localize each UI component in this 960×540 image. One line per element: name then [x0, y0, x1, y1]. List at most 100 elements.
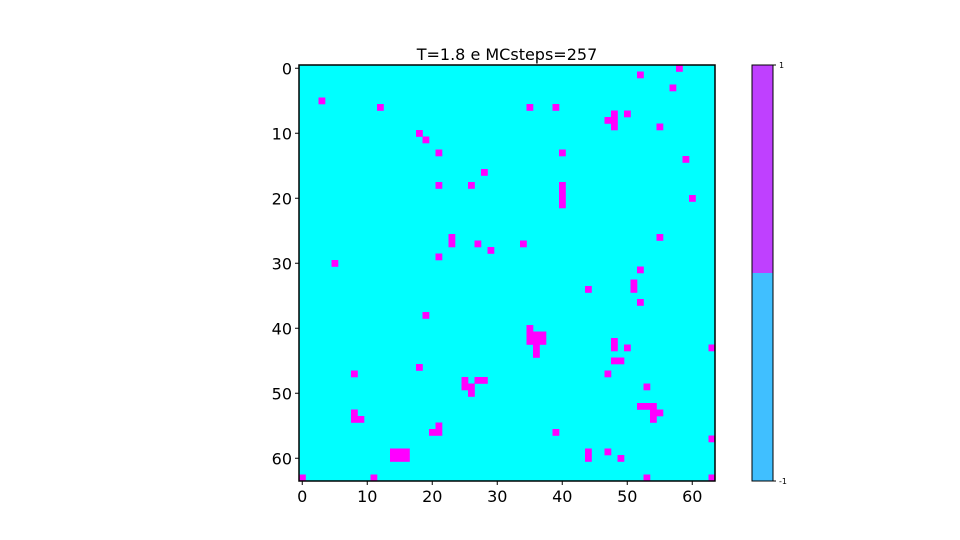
x-tick-label: 60 [682, 487, 702, 506]
spin-up-cell [611, 344, 618, 352]
spin-up-cell [624, 110, 631, 118]
spin-up-cell [422, 312, 430, 319]
x-tick-label: 20 [422, 487, 442, 506]
spin-up-cell [617, 357, 625, 365]
spin-up-cell [318, 97, 326, 105]
y-tick-label: 50 [272, 384, 292, 403]
colorbar-min-label: -1 [779, 477, 787, 486]
y-tick-label: 30 [272, 254, 292, 273]
spin-up-cell [526, 325, 534, 332]
spin-up-cell [357, 416, 365, 423]
spin-up-cell [468, 390, 475, 397]
spin-up-cell [637, 403, 644, 410]
spin-up-cell [559, 195, 566, 202]
spin-up-cell [637, 299, 644, 306]
y-tick-label: 40 [272, 319, 292, 338]
spin-up-cell [604, 117, 612, 124]
spin-up-cell [669, 84, 677, 92]
spin-up-cell [689, 195, 696, 202]
spin-up-cell [422, 136, 430, 144]
y-tick-label: 10 [272, 124, 292, 143]
spin-up-cell [351, 416, 358, 423]
spin-up-cell [533, 338, 540, 345]
spin-up-cell [559, 188, 566, 196]
spin-up-cell [650, 416, 657, 423]
spin-up-cell [481, 377, 488, 384]
spin-up-cell [585, 286, 592, 293]
spin-up-cell [585, 448, 592, 456]
spin-up-cell [533, 344, 540, 352]
spin-up-cell [539, 331, 547, 339]
spin-up-cell [630, 279, 638, 287]
spin-up-cell [416, 130, 423, 137]
spin-up-cell [396, 448, 404, 456]
spin-up-cell [351, 409, 358, 417]
spin-up-cell [468, 383, 475, 391]
spin-up-cell [461, 383, 469, 391]
x-axis: 0 10 20 30 40 50 60 [297, 481, 702, 506]
y-tick-label: 0 [282, 59, 292, 78]
spin-up-cell [604, 448, 612, 456]
lattice-frame [298, 64, 716, 482]
spin-up-cell [630, 286, 638, 293]
spin-up-cell [637, 266, 644, 274]
spin-up-cell [656, 123, 664, 131]
spin-up-cell [604, 370, 612, 378]
spin-up-cell [448, 234, 456, 241]
spin-up-cell [331, 260, 339, 267]
spin-up-cell [559, 149, 566, 157]
y-tick-label: 20 [272, 189, 292, 208]
spin-up-cell [526, 331, 534, 339]
spin-up-cell [403, 455, 410, 462]
spin-up-cell [708, 474, 716, 482]
spin-up-cell [643, 474, 651, 482]
spin-up-cell [435, 422, 443, 430]
spin-up-cell [351, 370, 358, 378]
spin-up-cell [611, 123, 618, 131]
spin-lattice [298, 64, 716, 482]
spin-up-cell [643, 383, 651, 391]
spin-up-cell [611, 117, 618, 124]
spin-up-cell [377, 104, 384, 111]
chart-title: T=1.8 e MCsteps=257 [416, 45, 598, 64]
spin-up-cell [559, 182, 566, 189]
spin-up-cell [435, 149, 443, 157]
colorbar-lower-segment [752, 273, 773, 481]
spin-up-cell [429, 429, 436, 436]
colorbar: 1 -1 [751, 61, 787, 486]
spin-up-cell [624, 344, 631, 352]
spin-up-cell [611, 110, 618, 118]
spin-up-cell [552, 429, 560, 436]
spin-up-cell [526, 338, 534, 345]
spin-up-cell [474, 240, 482, 248]
spin-up-cells [299, 65, 716, 482]
spin-up-cell [403, 448, 410, 456]
spin-up-cell [539, 338, 547, 345]
lattice-background [299, 65, 715, 481]
spin-up-cell [708, 344, 716, 352]
colorbar-frame [751, 64, 774, 482]
spin-up-cell [533, 351, 540, 358]
spin-up-cell [617, 455, 625, 462]
spin-up-cell [435, 182, 443, 189]
spin-up-cell [299, 474, 306, 482]
spin-up-cell [552, 104, 560, 111]
spin-up-cell [533, 331, 540, 339]
spin-up-cell [585, 455, 592, 462]
spin-up-cell [390, 455, 397, 462]
spin-up-cell [708, 435, 716, 443]
spin-up-cell [481, 169, 488, 176]
spin-up-cell [643, 403, 651, 410]
y-axis: 0 10 20 30 40 50 60 [272, 59, 299, 468]
spin-up-cell [396, 455, 404, 462]
x-tick-label: 10 [357, 487, 377, 506]
x-tick-label: 50 [617, 487, 637, 506]
spin-up-cell [650, 403, 657, 410]
spin-up-cell [526, 104, 534, 111]
spin-up-cell [416, 364, 423, 371]
colorbar-upper-segment [752, 65, 773, 273]
spin-up-cell [650, 409, 657, 417]
spin-up-cell [559, 201, 566, 209]
spin-up-cell [487, 247, 495, 254]
